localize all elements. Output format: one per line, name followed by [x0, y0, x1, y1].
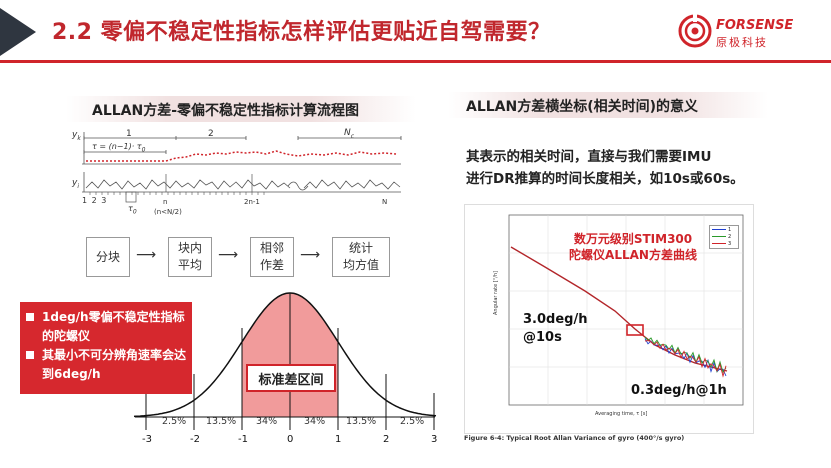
big-n-label: N — [382, 198, 388, 206]
left-section-title: ALLAN方差-零偏不稳定性指标计算流程图 — [92, 103, 360, 119]
pct-label: 2.5% — [400, 416, 425, 427]
legend-label: 2 — [728, 233, 732, 240]
highlight-box — [626, 324, 644, 336]
right-section-title: ALLAN方差横坐标(相关时间)的意义 — [466, 99, 699, 115]
tau0-sub: 0 — [132, 208, 137, 216]
sigma-gridlines — [145, 294, 435, 430]
axis-tick: 1 — [335, 434, 342, 445]
bullet-icon — [26, 351, 34, 359]
callout-text: 1deg/h零偏不稳定性指标的陀螺仪 — [42, 310, 185, 343]
axis-tick: -3 — [142, 434, 152, 445]
ybar-sub: k — [77, 134, 81, 142]
brand-logo — [678, 14, 712, 48]
pct-label: 2.5% — [162, 416, 187, 427]
callout-text: 其最小不可分辨角速率会达到6deg/h — [42, 348, 187, 381]
flow-step-adjacent-diff: 相邻 作差 — [250, 237, 294, 277]
yi-label: y — [72, 178, 78, 188]
right-section-bar — [448, 92, 768, 118]
pct-label: 34% — [304, 416, 326, 427]
callout-item: 1deg/h零偏不稳定性指标的陀螺仪 — [26, 308, 192, 346]
logo-icon — [678, 14, 712, 48]
allan-variance-chart: 数万元级别STIM300 陀螺仪ALLAN方差曲线 3.0deg/h @10s … — [464, 204, 754, 434]
pct-label: 34% — [256, 416, 278, 427]
bullet-icon — [26, 313, 34, 321]
flow-step-split-label: 分块 — [95, 249, 120, 264]
yi-sub: i — [77, 182, 79, 190]
index-labels: 1 2 3 — [82, 196, 107, 205]
axis-tick: 3 — [431, 434, 438, 445]
allan-curve-series-2 — [644, 336, 727, 374]
n-constraint: (n<N/2) — [154, 208, 182, 216]
flow-step-block-average-line1: 块内 — [177, 241, 202, 255]
paragraph-line: 其表示的相关时间，直接与我们需要IMU — [466, 149, 712, 165]
arrow-icon: ⟶ — [136, 247, 157, 263]
chart-legend: 1 2 3 — [709, 225, 739, 249]
flow-step-adjacent-diff-line1: 相邻 — [259, 241, 284, 255]
header-divider — [0, 60, 831, 63]
flow-step-split: 分块 — [86, 237, 130, 277]
left-section-bar — [66, 96, 416, 122]
allan-block-diagram: yk 1 2 Nc τ = (n−1)· τ0 yi 1 2 3 τ0 n (n… — [66, 128, 416, 220]
right-paragraph: 其表示的相关时间，直接与我们需要IMU 进行DR推算的时间长度相关，如10s或6… — [466, 146, 786, 190]
arrow-icon: ⟶ — [218, 247, 239, 263]
header-arrow — [0, 8, 36, 56]
y-axis-label: Angular rate [°/h] — [493, 270, 499, 315]
flow-step-block-average: 块内 平均 — [168, 237, 212, 277]
tau-eq-sub: 0 — [141, 146, 146, 154]
arrow-icon: ⟶ — [300, 247, 321, 263]
annotation-1h: 0.3deg/h@1h — [631, 383, 727, 398]
figure-caption: Figure 6-4: Typical Root Allan Variance … — [464, 434, 685, 442]
axis-tick: -1 — [238, 434, 248, 445]
legend-label: 3 — [728, 240, 732, 247]
annotation-line: @10s — [523, 330, 562, 345]
segment-n-sub: c — [350, 132, 355, 140]
chart-title-line: 陀螺仪ALLAN方差曲线 — [569, 248, 697, 262]
allan-curve-trend — [510, 246, 728, 372]
std-interval-label: 标准差区间 — [246, 364, 336, 392]
segment-n-label: N — [344, 128, 351, 138]
gyro-callout: 1deg/h零偏不稳定性指标的陀螺仪 其最小不可分辨角速率会达到6deg/h — [20, 302, 192, 394]
axis-tick: -2 — [190, 434, 200, 445]
flow-step-mean-square-line1: 统计 — [348, 241, 373, 255]
tau-equation: τ = (n−1)· τ — [92, 142, 142, 151]
flow-step-mean-square-line2: 均方值 — [342, 258, 379, 272]
flow-step-adjacent-diff-line2: 作差 — [259, 258, 284, 272]
allan-curve-series-3 — [644, 340, 727, 378]
pct-label: 13.5% — [346, 416, 377, 427]
flow-step-mean-square: 统计 均方值 — [332, 237, 390, 277]
legend-label: 1 — [728, 226, 732, 233]
two-n-label: 2n-1 — [244, 198, 260, 206]
segment-1-label: 1 — [126, 129, 132, 139]
tau0-label: τ — [128, 204, 133, 213]
paragraph-line: 进行DR推算的时间长度相关，如10s或60s。 — [466, 171, 744, 187]
normal-distribution-chart: 2.5% 13.5% 34% 34% 13.5% 2.5% -3 -2 -1 0… — [130, 288, 440, 448]
axis-tick: 0 — [287, 434, 294, 445]
pct-label: 13.5% — [206, 416, 237, 427]
annotation-10s: 3.0deg/h @10s — [523, 311, 587, 347]
n-label: n — [163, 198, 168, 206]
page-title: 2.2 零偏不稳定性指标怎样评估更贴近自驾需要？ — [52, 20, 551, 45]
flow-step-block-average-line2: 平均 — [177, 258, 202, 272]
annotation-line: 3.0deg/h — [523, 312, 588, 327]
chart-title: 数万元级别STIM300 陀螺仪ALLAN方差曲线 — [547, 231, 719, 263]
chart-title-line: 数万元级别STIM300 — [573, 232, 693, 246]
logo-subtitle: 原极科技 — [716, 36, 768, 49]
logo-name: FORSENSE — [716, 18, 794, 33]
ybar-label: y — [72, 130, 78, 140]
segment-2-label: 2 — [208, 129, 214, 139]
callout-item: 其最小不可分辨角速率会达到6deg/h — [26, 346, 192, 384]
x-axis-label: Averaging time, τ [s] — [595, 411, 648, 417]
axis-tick: 2 — [383, 434, 390, 445]
